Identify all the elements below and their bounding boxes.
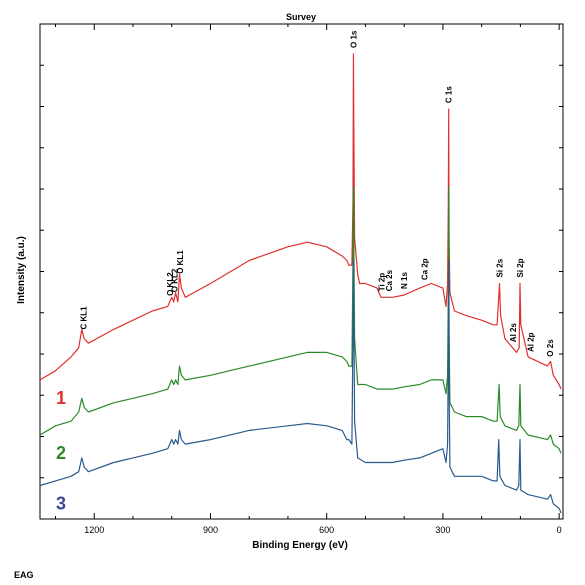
- peak-label: Ca 2s: [385, 269, 394, 291]
- peak-label: C 1s: [445, 86, 454, 103]
- spectrum-line-3: [39, 259, 562, 514]
- series-label-1: 1: [56, 388, 66, 408]
- series-label-3: 3: [56, 493, 66, 513]
- peak-label: N 1s: [400, 272, 409, 289]
- spectrum-line-2: [39, 186, 562, 454]
- peak-label: O 2s: [546, 339, 555, 357]
- peak-label: Si 2p: [516, 258, 525, 277]
- chart-title: Survey: [286, 12, 316, 22]
- peak-label: C KL1: [79, 306, 88, 330]
- x-tick-label: 900: [203, 525, 218, 535]
- series-labels: 1 2 3: [56, 388, 66, 514]
- plot-frame: [39, 23, 564, 520]
- peak-label: Si 2s: [496, 258, 505, 277]
- peak-label: O KL1: [176, 250, 185, 274]
- footer-brand: EAG: [14, 570, 34, 580]
- peak-label: O KL2: [170, 268, 179, 292]
- peak-label: O KL2: [166, 272, 175, 296]
- x-tick-label: 1200: [84, 525, 104, 535]
- axes: 1200 900 600 300 0: [39, 23, 564, 535]
- spectra: [39, 53, 562, 514]
- x-axis-label: Binding Energy (eV): [252, 540, 348, 551]
- spectrum-line-1: [39, 53, 562, 390]
- series-label-2: 2: [56, 443, 66, 463]
- x-tick-label: 0: [557, 525, 562, 535]
- peak-label: Ti 2p: [377, 273, 386, 292]
- y-axis-label: Intensity (a.u.): [16, 236, 27, 304]
- peak-label: Al 2p: [527, 332, 536, 352]
- x-tick-label: 600: [319, 525, 334, 535]
- peak-label: O 1s: [349, 30, 358, 48]
- peak-label: Al 2s: [509, 323, 518, 343]
- x-tick-label: 300: [435, 525, 450, 535]
- peak-label: Ca 2p: [421, 258, 430, 280]
